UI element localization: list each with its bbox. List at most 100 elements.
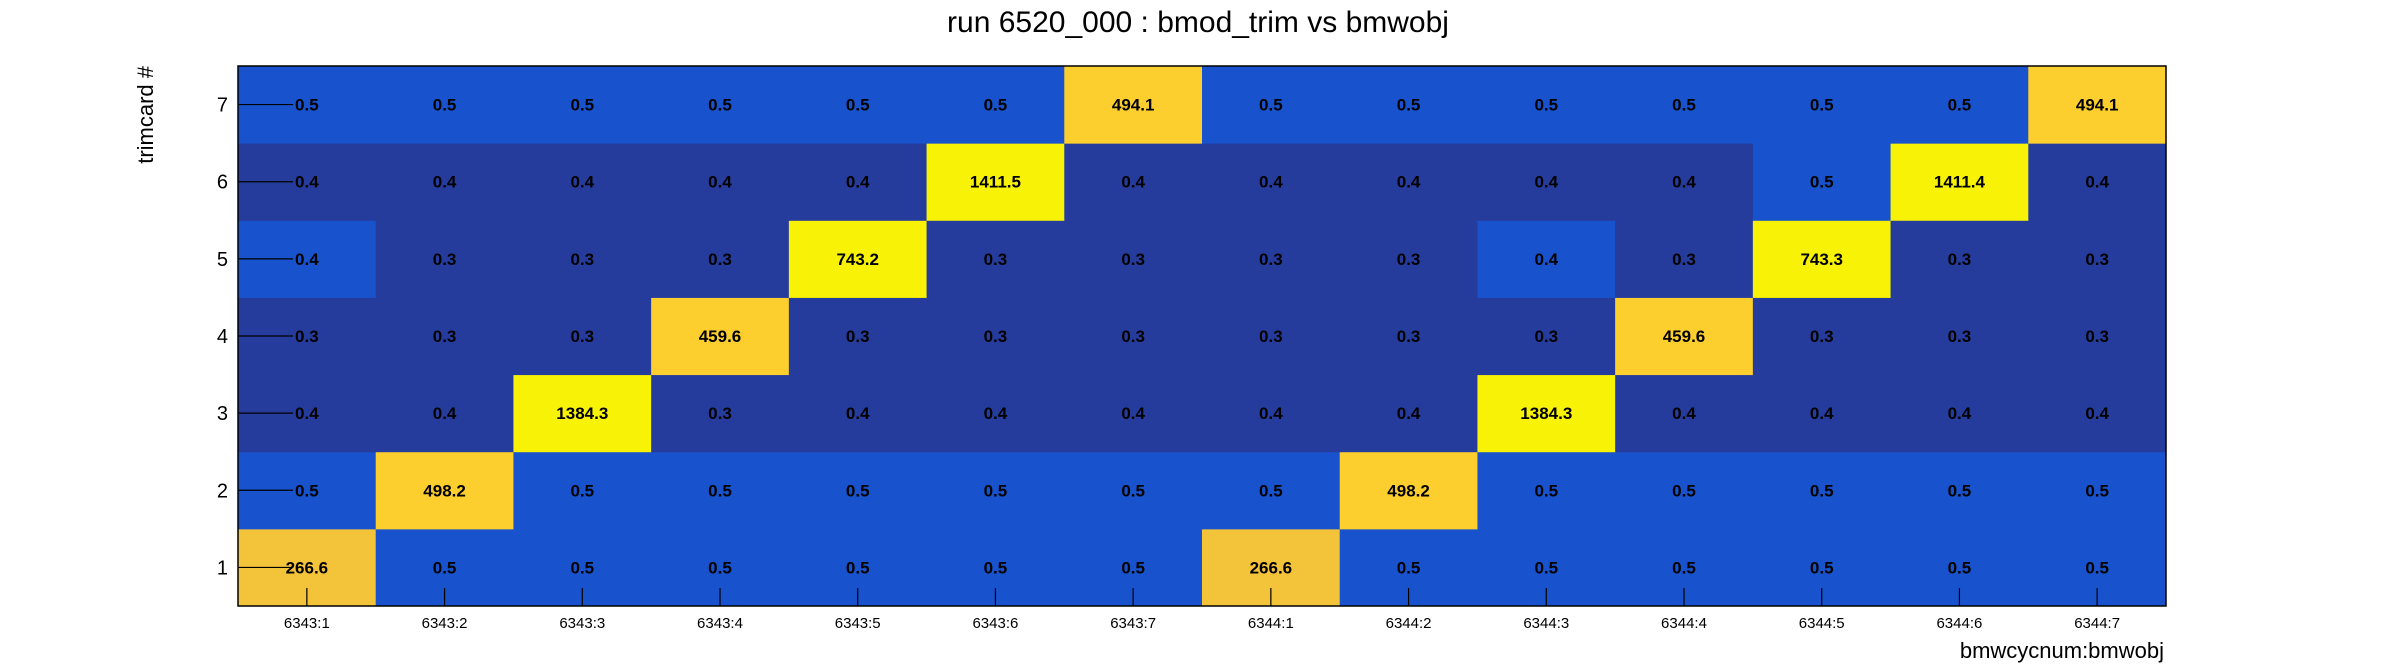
heatmap-cell	[1890, 451, 2029, 530]
x-tick-label: 6343:5	[835, 615, 881, 632]
cell-value-label: 0.3	[846, 327, 870, 346]
cell-value-label: 1384.3	[1520, 404, 1572, 423]
cell-value-label: 494.1	[2076, 96, 2119, 115]
heatmap-cell	[375, 374, 514, 453]
heatmap-cell	[1202, 374, 1341, 453]
heatmap-cell	[1477, 66, 1616, 144]
cell-value-label: 0.4	[1121, 404, 1145, 423]
heatmap-cell	[1202, 297, 1341, 376]
x-tick-label: 6343:4	[697, 615, 743, 632]
cell-value-label: 0.4	[433, 173, 457, 192]
cell-value-label: 1384.3	[556, 404, 608, 423]
cell-value-label: 0.3	[984, 327, 1008, 346]
cell-value-label: 0.5	[708, 96, 732, 115]
chart-title: run 6520_000 : bmod_trim vs bmwobj	[947, 6, 1449, 39]
heatmap-cell	[788, 143, 928, 221]
cell-value-label: 0.3	[433, 250, 457, 269]
heatmap-cell	[513, 220, 652, 298]
heatmap-cell	[651, 66, 790, 144]
cell-value-label: 266.6	[1250, 558, 1293, 577]
cell-value-label: 0.5	[570, 558, 594, 577]
cell-value-label: 0.5	[2085, 558, 2109, 577]
cell-value-label: 0.5	[1397, 558, 1421, 577]
heatmap-cell	[651, 451, 790, 530]
heatmap-cell	[1064, 143, 1203, 221]
heatmap-cell	[926, 374, 1065, 453]
cell-value-label: 494.1	[1112, 96, 1155, 115]
cell-value-label: 0.5	[1672, 558, 1696, 577]
y-tick-label: 3	[217, 403, 228, 425]
cell-value-label: 0.5	[2085, 481, 2109, 500]
heatmap-cell	[1752, 220, 1892, 298]
cell-value-label: 0.3	[2085, 327, 2109, 346]
cell-value-label: 0.5	[1810, 173, 1834, 192]
cell-value-label: 0.4	[1534, 250, 1558, 269]
cell-value-label: 743.2	[836, 250, 879, 269]
heatmap-cell	[1477, 143, 1616, 221]
x-tick-label: 6343:6	[972, 615, 1018, 632]
heatmap-cell	[1890, 143, 2029, 221]
heatmap-cell	[651, 297, 790, 376]
cell-value-label: 0.4	[1810, 404, 1834, 423]
heatmap-cell	[1339, 143, 1478, 221]
heatmap-cell	[651, 374, 790, 453]
cell-value-label: 0.5	[846, 481, 870, 500]
heatmap-cells: 266.6 0.5 0.5 0.5 0.5 0.5 0.5 266.6 0.5 0.5 0.5 0.5…	[238, 66, 2167, 607]
heatmap-cell	[1202, 451, 1341, 530]
heatmap-cell	[1339, 451, 1478, 530]
cell-value-label: 0.3	[1397, 327, 1421, 346]
heatmap-cell	[1339, 297, 1478, 376]
heatmap-cell	[375, 220, 514, 298]
heatmap-cell	[788, 297, 928, 376]
cell-value-label: 0.5	[1534, 481, 1558, 500]
heatmap-cell	[1890, 374, 2029, 453]
cell-value-label: 0.5	[846, 558, 870, 577]
heatmap-cell	[513, 374, 652, 453]
heatmap-cell	[788, 374, 928, 453]
heatmap-cell	[1202, 143, 1341, 221]
cell-value-label: 1411.5	[970, 173, 1021, 192]
x-axis: 6343:1 6343:2 6343:3 6343:4 6343:5 6343:6 6343…	[284, 588, 2120, 632]
cell-value-label: 0.4	[1672, 404, 1696, 423]
x-tick-label: 6343:2	[422, 615, 468, 632]
heatmap-cell	[1890, 297, 2029, 376]
heatmap-cell	[1339, 220, 1478, 298]
y-tick-label: 1	[217, 557, 228, 579]
heatmap-cell	[1477, 374, 1616, 453]
x-tick-label: 6343:1	[284, 615, 330, 632]
cell-value-label: 498.2	[1387, 481, 1430, 500]
heatmap-cell	[1752, 297, 1892, 376]
heatmap-cell	[788, 220, 928, 298]
cell-value-label: 0.3	[433, 327, 457, 346]
heatmap-cell	[1064, 297, 1203, 376]
cell-value-label: 0.4	[570, 173, 594, 192]
cell-value-label: 459.6	[1663, 327, 1706, 346]
heatmap-cell	[2028, 143, 2167, 221]
cell-value-label: 0.5	[1672, 96, 1696, 115]
cell-value-label: 0.4	[1534, 173, 1558, 192]
cell-value-label: 0.5	[708, 481, 732, 500]
cell-value-label: 459.6	[699, 327, 742, 346]
x-tick-label: 6344:6	[1936, 615, 1982, 632]
cell-value-label: 0.5	[1810, 96, 1834, 115]
cell-value-label: 0.3	[708, 250, 732, 269]
cell-value-label: 0.3	[1948, 250, 1972, 269]
heatmap-cell	[926, 451, 1065, 530]
cell-value-label: 0.5	[846, 96, 870, 115]
heatmap-cell	[926, 143, 1065, 221]
cell-value-label: 0.3	[1259, 327, 1283, 346]
cell-value-label: 0.4	[846, 173, 870, 192]
cell-value-label: 0.5	[433, 558, 457, 577]
x-tick-label: 6344:3	[1523, 615, 1569, 632]
cell-value-label: 0.5	[1948, 558, 1972, 577]
cell-value-label: 0.4	[1121, 173, 1145, 192]
heatmap-cell	[1064, 220, 1203, 298]
y-tick-label: 5	[217, 249, 228, 271]
cell-value-label: 0.4	[1259, 173, 1283, 192]
heatmap-cell	[375, 143, 514, 221]
cell-value-label: 0.4	[708, 173, 732, 192]
y-tick-label: 6	[217, 172, 228, 194]
heatmap-cell	[1477, 297, 1616, 376]
heatmap-cell	[513, 143, 652, 221]
heatmap-cell	[2028, 451, 2167, 530]
